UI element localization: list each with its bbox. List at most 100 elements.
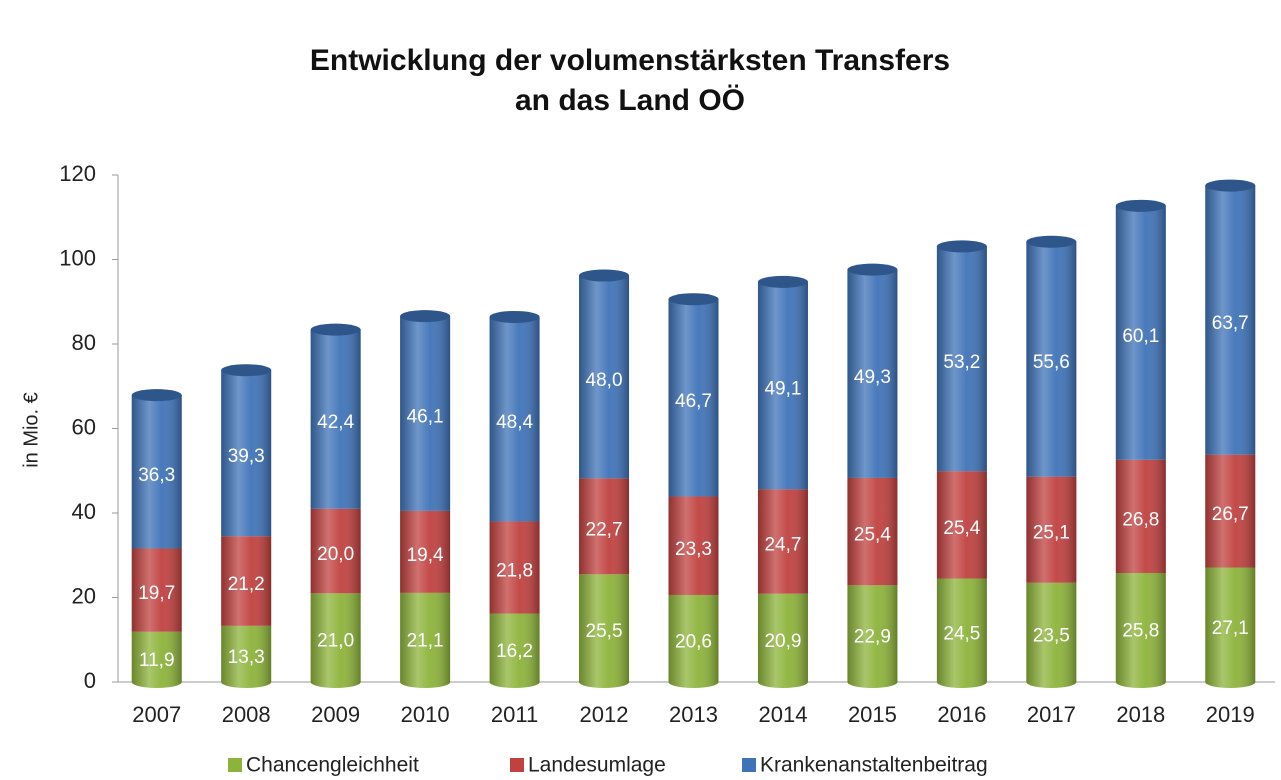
data-label: 11,9 — [139, 650, 175, 671]
data-label: 42,4 — [317, 412, 354, 433]
data-label: 20,6 — [675, 631, 712, 652]
bar-shade — [400, 316, 451, 511]
bar-cap — [489, 310, 540, 323]
data-label: 25,1 — [1033, 523, 1070, 544]
bar-shade — [489, 521, 540, 614]
bar-cap-shade — [1205, 179, 1256, 192]
data-label: 25,4 — [854, 525, 891, 546]
bar-shade — [847, 585, 898, 682]
x-tick-label: 2015 — [848, 702, 897, 727]
bar-cap-shade — [1026, 235, 1077, 248]
bar-cap-shade — [310, 323, 361, 336]
data-label: 21,8 — [496, 561, 533, 582]
bar-shade — [310, 329, 361, 509]
data-label: 48,0 — [586, 370, 623, 391]
data-label: 26,7 — [1212, 504, 1249, 525]
legend-label: Krankenanstaltenbeitrag — [760, 754, 988, 777]
bar-shade — [1205, 185, 1256, 455]
data-label: 48,4 — [496, 412, 533, 433]
x-tick-label: 2012 — [580, 702, 629, 727]
bar-cap — [310, 323, 361, 336]
bar-cap — [668, 293, 719, 306]
data-label: 55,6 — [1033, 352, 1070, 373]
data-label: 24,5 — [943, 623, 980, 644]
legend-swatch — [510, 758, 524, 772]
bar-shade — [221, 625, 272, 682]
x-tick-label: 2014 — [758, 702, 807, 727]
x-tick-label: 2011 — [491, 702, 538, 727]
data-label: 19,4 — [407, 545, 444, 566]
legend-label: Landesumlage — [528, 754, 666, 777]
bar-cap — [221, 364, 272, 377]
bar-cap — [757, 275, 808, 288]
bar-cap-shade — [489, 310, 540, 323]
data-label: 46,1 — [407, 407, 444, 428]
x-tick-label: 2017 — [1027, 702, 1076, 727]
bar-shade — [400, 510, 451, 593]
bar-shade — [1026, 476, 1077, 583]
bar-shade — [757, 593, 808, 682]
chart-title: Entwicklung der volumenstärksten Transfe… — [310, 44, 950, 77]
bar-cap-shade — [1115, 199, 1166, 212]
data-label: 26,8 — [1122, 509, 1159, 530]
data-label: 16,2 — [496, 641, 533, 662]
data-label: 27,1 — [1212, 618, 1249, 639]
data-label: 25,5 — [586, 621, 623, 642]
bar-shade — [221, 370, 272, 537]
chart-title: an das Land OÖ — [515, 84, 745, 117]
data-label: 36,3 — [138, 465, 175, 486]
bar-cap — [131, 389, 182, 402]
data-label: 63,7 — [1212, 313, 1249, 334]
bar-cap-shade — [936, 240, 987, 253]
bar-shade — [1115, 459, 1166, 573]
y-tick-label: 100 — [59, 245, 96, 270]
data-label: 49,1 — [764, 379, 801, 400]
bar-cap-shade — [579, 269, 630, 282]
bar-cap — [579, 269, 630, 282]
bar-shade — [668, 299, 719, 497]
legend-swatch — [228, 758, 242, 772]
bar-shade — [489, 316, 540, 522]
data-label: 21,0 — [317, 631, 354, 652]
bar-shade — [221, 536, 272, 626]
y-axis-label: in Mio. € — [20, 392, 42, 468]
bar-cap-shade — [400, 310, 451, 323]
data-label: 13,3 — [228, 647, 265, 668]
y-tick-label: 40 — [72, 499, 96, 524]
bar-shade — [757, 489, 808, 594]
y-tick-label: 20 — [72, 583, 96, 608]
bar-shade — [1205, 567, 1256, 682]
data-label: 21,1 — [407, 630, 444, 651]
x-tick-label: 2016 — [937, 702, 986, 727]
bar-shade — [310, 508, 361, 594]
bar-cap — [1115, 199, 1166, 212]
bar-shade — [1026, 582, 1077, 682]
y-tick-label: 0 — [84, 668, 96, 693]
bar-cap-shade — [847, 263, 898, 276]
bar-cap — [1026, 235, 1077, 248]
bar-cap — [400, 310, 451, 323]
data-label: 60,1 — [1122, 326, 1159, 347]
bar-shade — [936, 471, 987, 579]
data-label: 53,2 — [943, 352, 980, 373]
bar-shade — [489, 613, 540, 682]
y-tick-label: 60 — [72, 414, 96, 439]
data-label: 46,7 — [675, 391, 712, 412]
x-tick-label: 2009 — [311, 702, 360, 727]
bar-shade — [1115, 205, 1166, 460]
y-tick-label: 80 — [72, 330, 96, 355]
bar-shade — [400, 592, 451, 682]
bar-cap-shade — [221, 364, 272, 377]
bar-shade — [668, 594, 719, 682]
bar-shade — [1026, 241, 1077, 477]
x-tick-label: 2008 — [222, 702, 271, 727]
data-label: 20,9 — [764, 631, 801, 652]
bar-shade — [847, 269, 898, 478]
data-label: 39,3 — [228, 446, 265, 467]
bar-cap-shade — [757, 275, 808, 288]
bar-shade — [131, 548, 182, 632]
bar-shade — [847, 477, 898, 586]
data-label: 22,9 — [854, 627, 891, 648]
legend-swatch — [742, 758, 756, 772]
